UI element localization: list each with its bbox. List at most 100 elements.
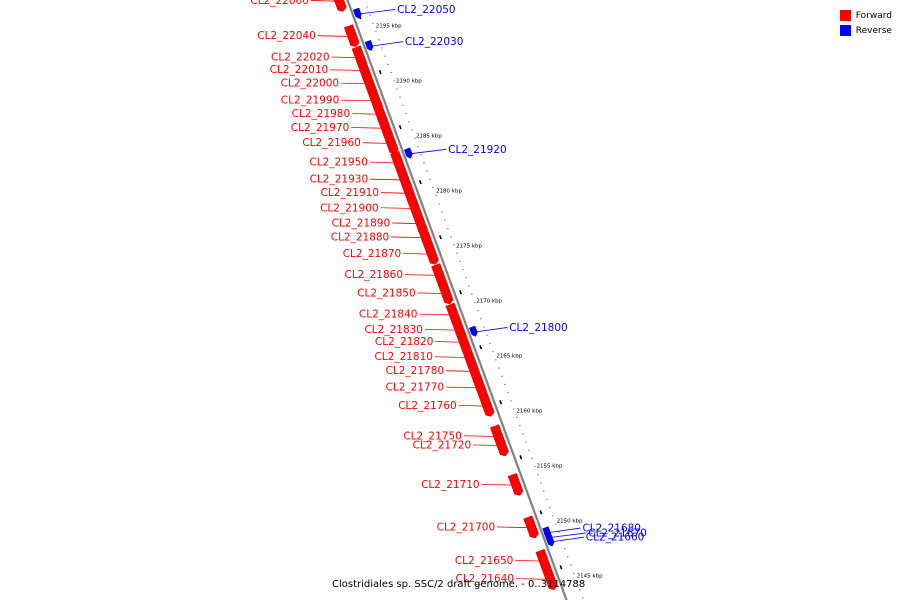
- label-leader-line: [476, 327, 508, 333]
- forward-gene-arrow: [493, 433, 509, 457]
- gene-label: CL2_21910: [321, 187, 380, 199]
- label-leader-line: [417, 292, 445, 295]
- gene-arrows: [333, 0, 558, 590]
- label-leader-line: [446, 370, 473, 372]
- legend-reverse-label: Reverse: [855, 25, 892, 36]
- kbp-ticks: 2195 kbp 2190 kbp 2185 kbp 2180 kbp 2175 kbp…: [358, 14, 603, 580]
- gene-label: CL2_21710: [421, 479, 480, 491]
- gene-label: CL2_21650: [455, 555, 514, 567]
- label-leader-line: [360, 9, 396, 15]
- genome-backbone: [346, 0, 568, 600]
- forward-gene-arrow: [343, 24, 360, 48]
- label-leader-line: [317, 35, 351, 37]
- label-leader-line: [341, 99, 374, 102]
- kbp-tick-label: 2180 kbp: [436, 188, 462, 194]
- gene-label: CL2_21990: [281, 95, 340, 107]
- gene-label: CL2_22010: [270, 64, 329, 76]
- gene-labels: CL2_22060 CL2_22050 CL2_22030 CL2_22040 CL2_…: [250, 0, 646, 585]
- gene-label: CL2_22050: [397, 4, 456, 16]
- label-leader-line: [380, 207, 413, 209]
- label-leader-line: [463, 435, 497, 437]
- gene-label: CL2_21840: [359, 309, 418, 321]
- kbp-tick-mark: [499, 400, 503, 405]
- gene-label: CL2_21820: [375, 336, 434, 348]
- kbp-tick-label: 2195 kbp: [376, 23, 402, 29]
- gene-label: CL2_21920: [448, 144, 507, 156]
- kbp-tick-label: 2160 kbp: [516, 408, 542, 414]
- label-leader-line: [551, 532, 587, 538]
- label-leader-line: [372, 41, 403, 47]
- kbp-tick-mark: [459, 290, 462, 295]
- label-leader-line: [392, 222, 419, 225]
- forward-gene-arrow: [333, 0, 347, 12]
- gene-label: CL2_21950: [309, 157, 368, 169]
- kbp-tick-mark: [539, 510, 543, 515]
- legend-forward: Forward: [839, 8, 892, 23]
- label-leader-line: [550, 527, 581, 533]
- gene-label: CL2_21830: [364, 324, 423, 336]
- reverse-gene-arrow: [469, 325, 478, 337]
- kbp-tick-mark: [479, 345, 483, 350]
- kbp-tick-mark: [559, 565, 563, 570]
- label-leader-line: [310, 0, 338, 2]
- reverse-gene-arrow: [404, 147, 413, 159]
- reverse-gene-arrow: [352, 7, 362, 19]
- gene-label: CL2_21700: [437, 521, 496, 533]
- gene-label: CL2_22060: [250, 0, 309, 7]
- legend-forward-label: Forward: [855, 10, 892, 21]
- reverse-swatch-icon: [839, 25, 851, 36]
- legend: Forward Reverse: [839, 8, 892, 38]
- scale-dots: [366, 6, 584, 599]
- kbp-tick-mark: [398, 124, 402, 130]
- label-leaders: [310, 0, 587, 580]
- label-leader-line: [403, 252, 430, 255]
- kbp-tick-mark: [519, 455, 523, 460]
- gene-label: CL2_22030: [405, 36, 464, 48]
- label-leader-line: [446, 386, 479, 389]
- gene-label: CL2_21900: [320, 202, 379, 214]
- label-leader-line: [370, 178, 403, 181]
- kbp-tick-mark: [378, 69, 382, 75]
- label-leader-line: [411, 148, 447, 154]
- label-leader-line: [424, 328, 458, 331]
- gene-label: CL2_21870: [343, 248, 402, 260]
- gene-label: CL2_21680: [582, 523, 641, 535]
- gene-label: CL2_22020: [271, 51, 330, 63]
- kbp-tick-label: 2155 kbp: [536, 463, 562, 469]
- label-leader-line: [381, 192, 408, 194]
- label-leader-line: [516, 578, 549, 580]
- forward-gene-arrow: [523, 515, 539, 539]
- kbp-tick-label: 2170 kbp: [476, 298, 502, 304]
- kbp-tick-label: 2150 kbp: [557, 518, 583, 524]
- kbp-tick-mark: [439, 235, 442, 240]
- reverse-gene-arrow: [545, 535, 555, 547]
- label-leader-line: [391, 236, 424, 239]
- kbp-tick-label: 2175 kbp: [456, 243, 482, 249]
- genome-caption: Clostridiales sp. SSC/2 draft genome. - …: [332, 579, 586, 590]
- legend-reverse: Reverse: [839, 23, 892, 38]
- gene-label: CL2_21880: [331, 231, 390, 243]
- label-leader-line: [351, 127, 384, 129]
- gene-label: CL2_21750: [403, 430, 462, 442]
- gene-label: CL2_21800: [509, 322, 568, 334]
- label-leader-line: [330, 69, 363, 71]
- label-leader-line: [331, 56, 358, 59]
- label-leader-line: [481, 484, 514, 486]
- kbp-tick-mark: [418, 180, 422, 185]
- gene-label: CL2_21760: [398, 400, 457, 412]
- label-leader-line: [458, 404, 486, 407]
- forward-gene-arrow: [542, 567, 558, 590]
- kbp-tick-label: 2165 kbp: [496, 353, 522, 359]
- label-leader-line: [369, 161, 397, 164]
- label-leader-line: [419, 313, 452, 316]
- gene-label: CL2_21890: [332, 217, 391, 229]
- gene-label: CL2_21960: [302, 137, 361, 149]
- forward-gene-arrow: [423, 241, 439, 265]
- gene-label: CL2_21810: [374, 351, 433, 363]
- label-leader-line: [435, 341, 462, 343]
- reverse-gene-arrow: [364, 39, 374, 51]
- gene-label: CL2_21640: [455, 573, 514, 585]
- forward-gene-arrow: [478, 393, 495, 417]
- gene-label: CL2_21930: [310, 174, 369, 186]
